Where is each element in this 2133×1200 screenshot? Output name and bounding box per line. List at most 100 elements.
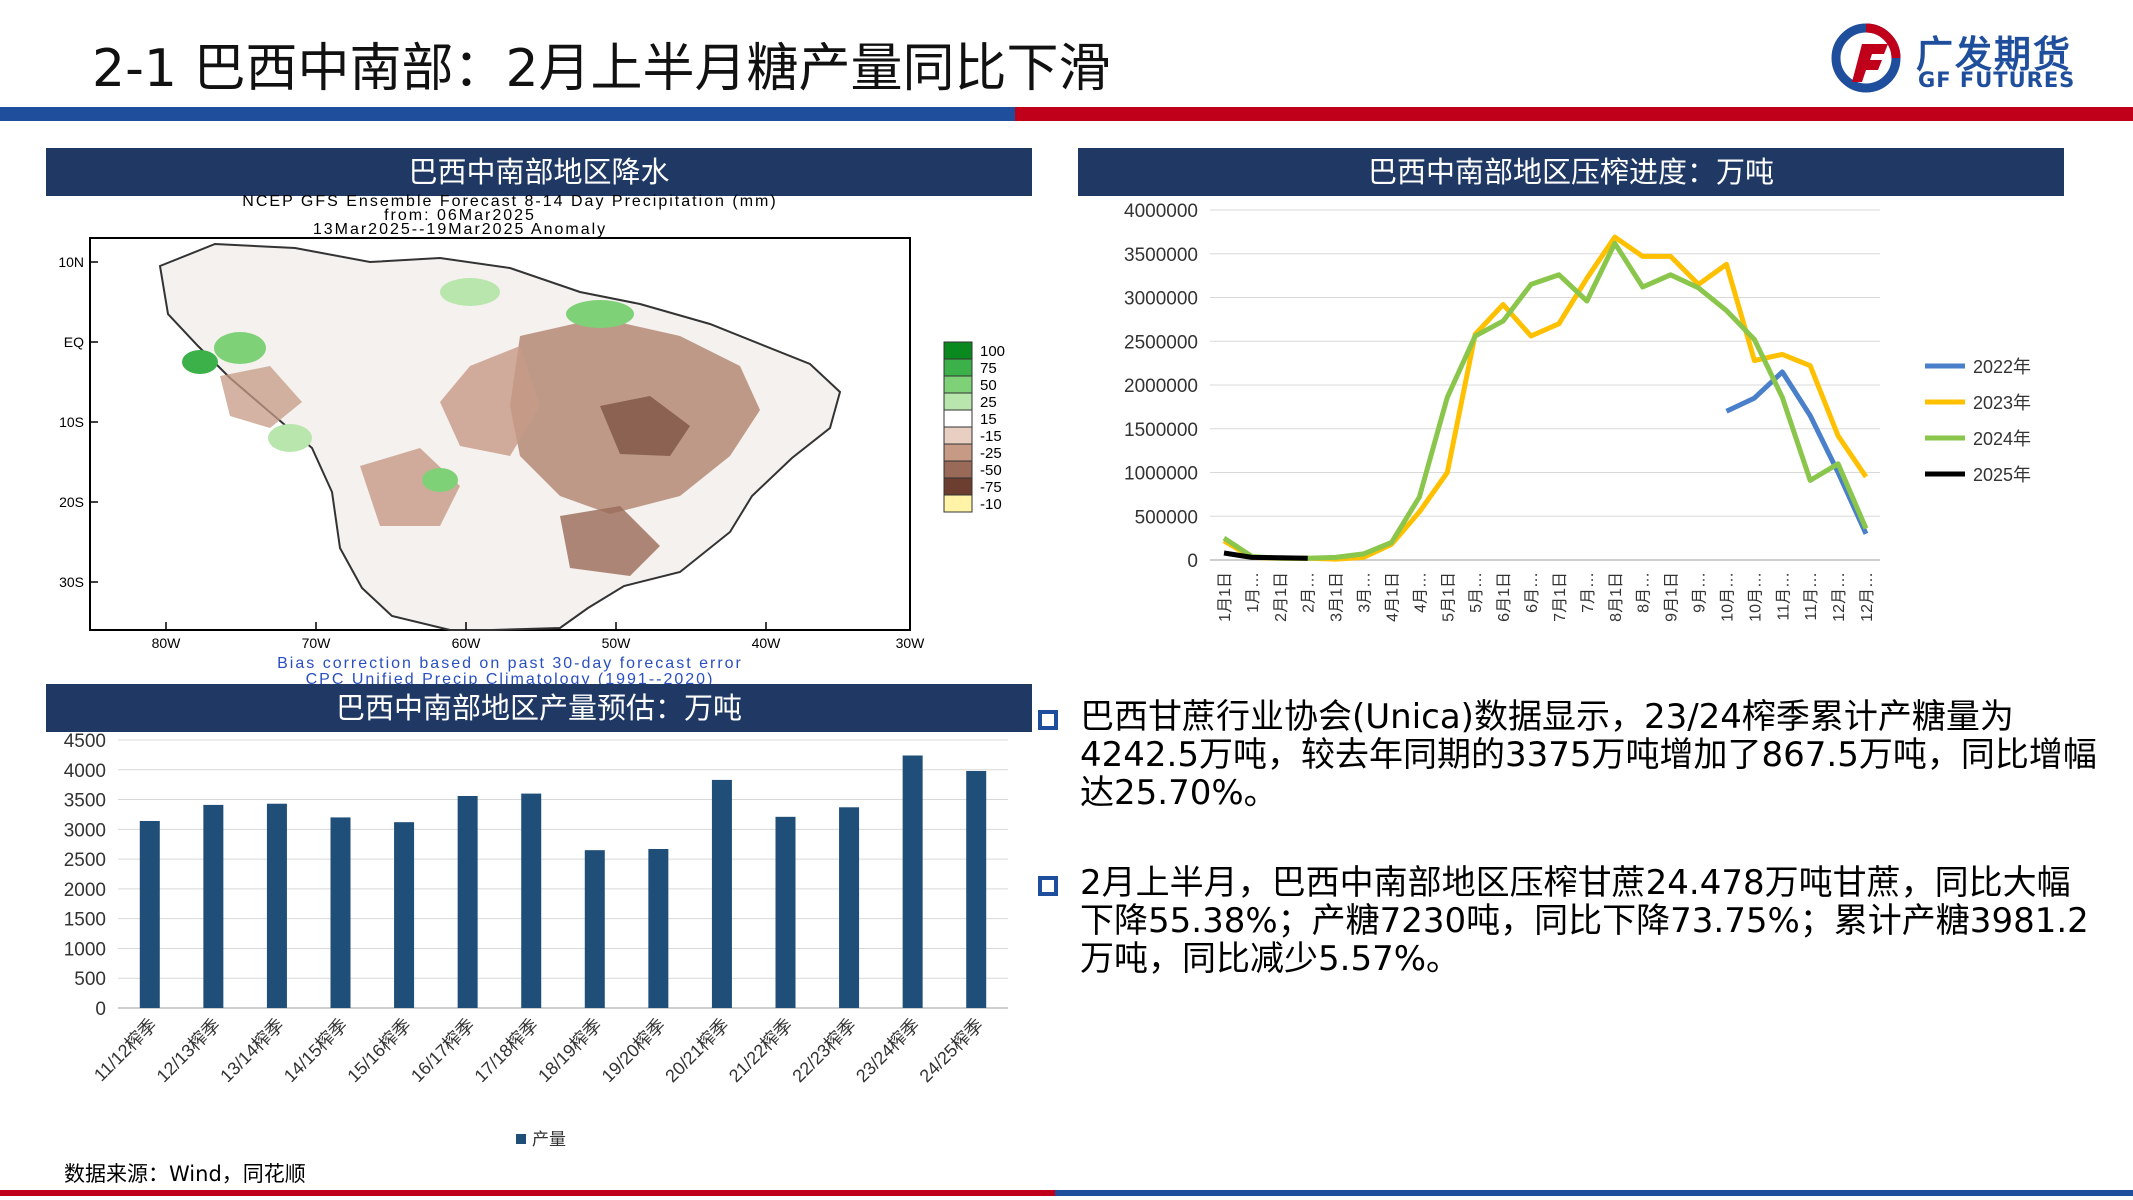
x-tick-label: 7月1日 — [1552, 572, 1569, 622]
x-tick-label: 6月… — [1524, 572, 1541, 613]
x-tick-label: 12/13榨季 — [153, 1015, 224, 1086]
x-tick-label: 12月… — [1859, 572, 1876, 622]
y-tick-label: 500000 — [1135, 507, 1198, 528]
logo-text-en: GF FUTURES — [1918, 68, 2076, 92]
x-tick-label: 4月1日 — [1384, 572, 1401, 622]
legend-swatch — [943, 477, 973, 496]
bar — [584, 850, 605, 1008]
x-tick-label: 23/24榨季 — [852, 1015, 923, 1086]
x-tick-label: 9月… — [1692, 572, 1709, 613]
list-item: 巴西甘蔗行业协会(Unica)数据显示，23/24榨季累计产糖量为4242.5万… — [1038, 698, 2098, 812]
map-lat-label: 10N — [58, 254, 84, 270]
bar — [394, 822, 415, 1008]
y-tick-label: 1500000 — [1124, 420, 1198, 441]
map-lat-label: 10S — [59, 414, 84, 430]
x-tick-label: 8月… — [1636, 572, 1653, 613]
legend-swatch — [943, 460, 973, 479]
y-tick-label: 3500000 — [1124, 245, 1198, 266]
map-lon-label: 30W — [896, 635, 926, 651]
legend-swatch — [943, 341, 973, 360]
square-bullet-icon — [1038, 876, 1058, 896]
map-footer-line1: Bias correction based on past 30-day for… — [277, 655, 743, 672]
series-line — [1223, 550, 1308, 561]
x-tick-label: 11月… — [1803, 572, 1820, 621]
legend-swatch — [943, 443, 973, 462]
legend-label: 2024年 — [1973, 429, 2031, 449]
legend-label: -25 — [980, 445, 1002, 462]
legend-label: 25 — [980, 394, 997, 411]
x-tick-label: 5月… — [1468, 572, 1485, 613]
legend-label: 50 — [980, 377, 997, 394]
x-tick-label: 16/17榨季 — [407, 1015, 478, 1086]
y-tick-label: 0 — [95, 999, 106, 1020]
x-tick-label: 11/12榨季 — [90, 1015, 161, 1086]
x-tick-label: 12月… — [1831, 572, 1848, 622]
legend-label: 2023年 — [1973, 393, 2031, 413]
x-tick-label: 11月… — [1775, 572, 1792, 621]
map-frame — [89, 237, 911, 631]
x-tick-label: 17/18榨季 — [471, 1015, 542, 1086]
bar — [266, 803, 287, 1008]
bar — [966, 770, 987, 1008]
precip-panel-header: 巴西中南部地区降水 — [46, 148, 1032, 196]
bar — [775, 816, 796, 1008]
y-tick-label: 4000 — [64, 761, 106, 782]
crush-panel-header: 巴西中南部地区压榨进度：万吨 — [1078, 148, 2064, 196]
map-footer-line2: CPC Unified Precip Climatology (1991--20… — [306, 671, 715, 688]
page-title: 2-1 巴西中南部：2月上半月糖产量同比下滑 — [92, 39, 1111, 99]
company-logo: 广发期货 GF FUTURES — [1831, 23, 2092, 93]
x-tick-label: 21/22榨季 — [725, 1015, 796, 1086]
header-rule-blue — [0, 107, 1015, 121]
bar — [521, 793, 542, 1008]
header-rule-red — [1015, 107, 2133, 121]
x-tick-label: 24/25榨季 — [916, 1015, 987, 1086]
bar — [139, 820, 160, 1008]
x-tick-label: 15/16榨季 — [343, 1015, 414, 1086]
legend-label: 2025年 — [1973, 465, 2031, 485]
legend-swatch — [943, 375, 973, 394]
x-tick-label: 20/21榨季 — [661, 1015, 732, 1086]
map-lat-label: 30S — [59, 574, 84, 590]
y-tick-label: 4500 — [64, 731, 106, 752]
y-tick-label: 0 — [1187, 551, 1198, 572]
production-panel-header: 巴西中南部地区产量预估：万吨 — [46, 684, 1032, 732]
x-tick-label: 22/23榨季 — [788, 1015, 859, 1086]
x-tick-label: 5月1日 — [1440, 572, 1457, 622]
map-lat-label: 20S — [59, 494, 84, 510]
map-title-line2: from: 06Mar2025 — [384, 207, 536, 224]
y-tick-label: 3000000 — [1124, 289, 1198, 310]
bullet-text-1: 巴西甘蔗行业协会(Unica)数据显示，23/24榨季累计产糖量为4242.5万… — [1080, 697, 2097, 813]
list-item: 2月上半月，巴西中南部地区压榨甘蔗24.478万吨甘蔗，同比大幅下降55.38%… — [1038, 864, 2098, 978]
series-line — [1222, 240, 1869, 561]
logo-text-cn: 广发期货 — [1916, 33, 2072, 76]
legend-label: 产量 — [532, 1130, 566, 1149]
bar — [839, 807, 860, 1008]
x-tick-label: 19/20榨季 — [598, 1015, 669, 1086]
logo-mark-icon — [1831, 23, 1901, 93]
map-lon-label: 60W — [452, 635, 482, 651]
precip-anomaly-map: NCEP GFS Ensemble Forecast 8-14 Day Prec… — [58, 193, 1005, 688]
map-title-line1: NCEP GFS Ensemble Forecast 8-14 Day Prec… — [242, 193, 777, 210]
production-bar-chart: 4500 4000 3500 3000 2500 2000 1500 1000 500 011/1… — [64, 731, 1008, 1149]
y-tick-label: 2500 — [64, 850, 106, 871]
map-lon-label: 40W — [752, 635, 782, 651]
y-tick-label: 1500 — [64, 910, 106, 931]
map-lat-label: EQ — [64, 334, 84, 350]
x-tick-label: 2月1日 — [1273, 572, 1290, 622]
x-tick-label: 1月… — [1245, 572, 1262, 613]
legend-label: -10 — [980, 496, 1002, 513]
map-lon-label: 80W — [152, 635, 182, 651]
map-lon-label: 50W — [602, 635, 632, 651]
x-tick-label: 14/15榨季 — [280, 1015, 351, 1086]
x-tick-label: 10月… — [1719, 572, 1736, 622]
legend-label: -50 — [980, 462, 1002, 479]
legend-swatch — [516, 1134, 526, 1144]
legend-swatch — [943, 426, 973, 445]
y-tick-label: 2500000 — [1124, 332, 1198, 353]
y-tick-label: 2000 — [64, 880, 106, 901]
series-line — [1222, 234, 1869, 562]
source-note: 数据来源：Wind，同花顺 — [64, 1162, 306, 1186]
legend-swatch — [943, 392, 973, 411]
legend-swatch — [943, 494, 973, 513]
bar — [902, 755, 923, 1008]
